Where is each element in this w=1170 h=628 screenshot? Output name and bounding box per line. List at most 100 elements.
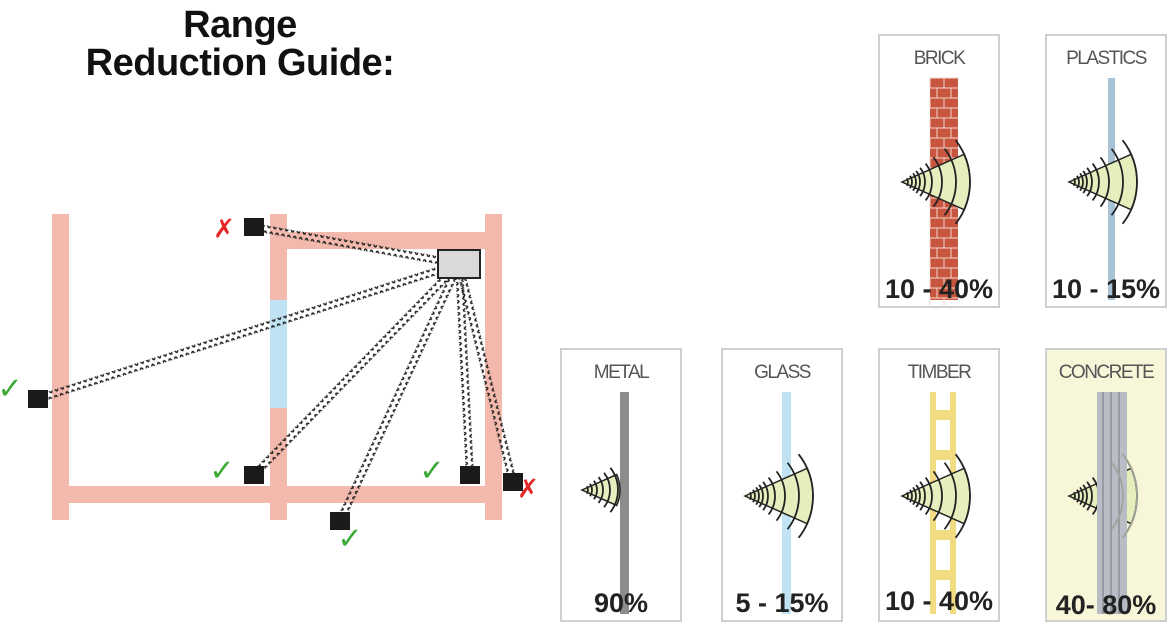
material-panel-concrete: CONCRETE <box>1045 348 1167 622</box>
signal-arc <box>1076 489 1080 503</box>
wall-top <box>270 232 502 249</box>
signal-arc <box>912 486 917 506</box>
signal-arc <box>597 476 604 504</box>
signal-arc <box>1099 156 1110 208</box>
signal-beam <box>336 262 463 523</box>
receiver <box>460 466 480 484</box>
signal-arc <box>924 476 933 516</box>
brick-illustration <box>900 77 971 308</box>
signal-arc <box>1086 481 1093 511</box>
signal-arc <box>1072 491 1076 501</box>
signal-arc <box>915 170 921 194</box>
signal-arc <box>915 484 921 508</box>
signal-arc <box>786 462 800 530</box>
signal-beam <box>251 261 462 478</box>
range-reduction-value: 5 - 15% <box>735 588 829 618</box>
receiver <box>244 466 264 484</box>
signal-arc <box>905 491 909 501</box>
signal-arc <box>1086 167 1093 197</box>
material-panel-timber: TIMBER <box>878 348 1000 622</box>
cross-icon: ✗ <box>517 475 539 505</box>
signal-arc <box>1079 172 1084 192</box>
signal-arc <box>932 156 943 208</box>
timber-illustration <box>900 392 971 614</box>
receivers: ✗ ✓ ✓ ✓ ✓ ✗ <box>0 215 539 551</box>
plastic-illustration <box>1067 78 1138 300</box>
metal-sheet-icon <box>620 392 629 614</box>
signal-arc <box>912 172 917 192</box>
signal-arc <box>603 472 611 508</box>
range-reduction-value: 40- 80% <box>1055 590 1157 620</box>
range-reduction-value: 10 - 40% <box>884 274 994 304</box>
signal-arc <box>943 462 957 530</box>
signal-wedge <box>580 473 621 507</box>
signal-arc <box>585 485 589 495</box>
material-label: BRICK <box>913 48 966 69</box>
material-panel-metal: METAL <box>560 348 682 622</box>
wall-right <box>485 214 502 520</box>
signal-arc <box>954 453 971 539</box>
checkmark-icon: ✓ <box>419 454 444 489</box>
signal-arc <box>593 480 598 500</box>
signal-arc <box>919 481 926 511</box>
signal-arc <box>797 453 814 539</box>
material-label: CONCRETE <box>1058 362 1155 383</box>
signal-beam <box>455 263 474 476</box>
signal-beams <box>36 223 517 523</box>
wall-bottom <box>52 486 502 503</box>
signal-arc <box>954 139 971 225</box>
signal-arc <box>758 484 764 508</box>
material-panel-plastic: PLASTICS <box>1045 34 1167 308</box>
cross-icon: ✗ <box>213 215 235 245</box>
wall-left <box>52 214 69 520</box>
signal-arc <box>919 167 926 197</box>
signal-arc <box>1091 162 1100 202</box>
material-panel-brick: BRICK <box>878 34 1000 308</box>
receiver <box>330 512 350 530</box>
signal-arc <box>909 489 913 503</box>
signal-arc <box>905 177 909 187</box>
signal-arc <box>1072 177 1076 187</box>
signal-arc <box>1121 453 1138 539</box>
signal-beam <box>455 263 517 483</box>
signal-arc <box>1079 486 1084 506</box>
receiver <box>503 473 523 491</box>
signal-arc <box>1121 139 1138 225</box>
concrete-illustration <box>1067 392 1138 614</box>
metal-illustration <box>580 392 629 614</box>
signal-arc <box>755 486 760 506</box>
signal-beam <box>36 260 461 403</box>
title-line-1: Range <box>183 4 297 46</box>
signal-arc <box>752 489 756 503</box>
material-label: GLASS <box>754 362 811 383</box>
signal-arc <box>1076 175 1080 189</box>
signal-arc <box>775 470 786 522</box>
page-title: Range Reduction Guide: <box>40 6 440 82</box>
signal-arc <box>609 467 619 513</box>
range-reduction-value: 10 - 15% <box>1051 274 1161 304</box>
range-reduction-value: 90% <box>593 588 649 618</box>
signal-arc <box>924 162 933 202</box>
signal-arc <box>1110 462 1124 530</box>
signal-arc <box>943 148 957 216</box>
range-reduction-value: 10 - 40% <box>884 586 994 616</box>
signal-arc <box>932 470 943 522</box>
signal-arc <box>1110 148 1124 216</box>
material-panel-glass: GLASS <box>721 348 843 622</box>
checkmark-icon: ✓ <box>209 454 234 489</box>
signal-arc <box>1082 170 1088 194</box>
signal-beam <box>253 223 460 268</box>
checkmark-icon: ✓ <box>337 522 362 551</box>
material-label: PLASTICS <box>1066 48 1147 69</box>
floor-plan-diagram: ✗ ✓ ✓ ✓ ✓ ✗ <box>0 214 539 551</box>
receiver <box>28 390 48 408</box>
signal-arc <box>1082 484 1088 508</box>
title-line-2: Reduction Guide: <box>85 42 395 84</box>
transmitter <box>437 249 481 279</box>
material-label: METAL <box>593 362 650 383</box>
signal-arc <box>767 476 776 516</box>
signal-arc <box>762 481 769 511</box>
checkmark-icon: ✓ <box>0 372 23 407</box>
glass-illustration <box>743 392 814 614</box>
receiver <box>244 218 264 236</box>
